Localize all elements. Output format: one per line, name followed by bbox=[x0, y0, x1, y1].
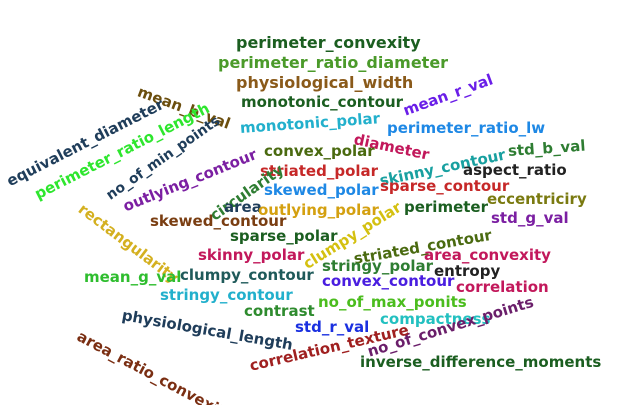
word-entropy: entropy bbox=[434, 262, 501, 280]
word-area: area bbox=[224, 198, 262, 216]
word-std-b-val: std_b_val bbox=[507, 136, 587, 160]
word-convex-contour: convex_contour bbox=[322, 272, 455, 290]
word-mean-r-val: mean_r_val bbox=[400, 70, 496, 120]
word-mean-g-val: mean_g_val bbox=[84, 268, 182, 286]
word-compactness: compactness bbox=[380, 310, 491, 328]
word-skewed-polar: skewed_polar bbox=[264, 181, 379, 199]
word-skewed-contour: skewed_contour bbox=[150, 212, 287, 230]
word-aspect-ratio: aspect_ratio bbox=[463, 161, 567, 179]
word-inverse-difference-moments: inverse_difference_moments bbox=[360, 353, 602, 371]
word-std-g-val: std_g_val bbox=[491, 209, 569, 227]
word-no-of-max-ponits: no_of_max_ponits bbox=[318, 293, 467, 311]
word-sparse-contour: sparse_contour bbox=[380, 177, 510, 195]
word-area-convexity: area_convexity bbox=[424, 246, 551, 264]
word-clumpy-contour: clumpy_contour bbox=[180, 266, 314, 284]
word-stringy-contour: stringy_contour bbox=[160, 286, 293, 304]
word-physiological-width: physiological_width bbox=[236, 73, 414, 92]
word-area-ratio-convexity: area_ratio_convexity bbox=[74, 327, 237, 405]
word-perimeter: perimeter bbox=[404, 198, 488, 216]
word-correlation: correlation bbox=[456, 278, 549, 296]
word-perimeter-convexity: perimeter_convexity bbox=[236, 33, 421, 52]
word-eccentriciry: eccentriciry bbox=[487, 190, 587, 208]
word-convex-polar: convex_polar bbox=[264, 142, 375, 160]
word-skinny-polar: skinny_polar bbox=[198, 246, 305, 264]
word-stringy-polar: stringy_polar bbox=[322, 257, 434, 275]
word-perimeter-ratio-lw: perimeter_ratio_lw bbox=[387, 119, 546, 137]
word-outlying-polar: outlying_polar bbox=[258, 201, 379, 219]
word-monotonic-contour: monotonic_contour bbox=[241, 93, 404, 111]
word-striated-polar: striated_polar bbox=[260, 162, 379, 180]
word-contrast: contrast bbox=[244, 302, 315, 320]
word-perimeter-ratio-diameter: perimeter_ratio_diameter bbox=[218, 53, 449, 72]
word-std-r-val: std_r_val bbox=[295, 318, 370, 336]
word-sparse-polar: sparse_polar bbox=[230, 227, 338, 245]
